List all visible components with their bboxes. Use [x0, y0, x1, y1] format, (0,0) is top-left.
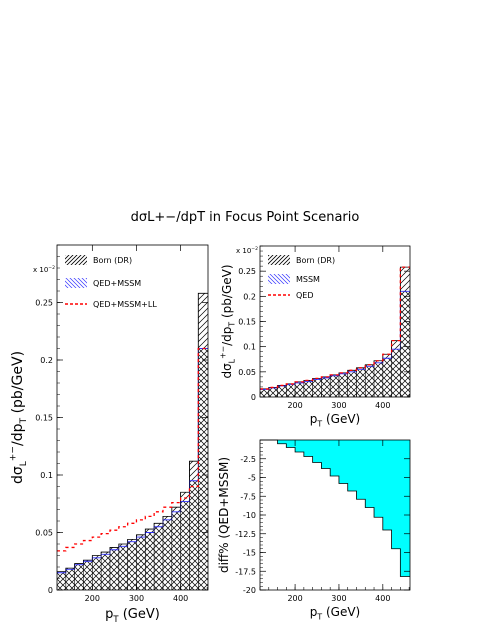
x-tick-label: 200: [287, 594, 302, 603]
cross-hatch: [260, 291, 410, 397]
x-tick-label: 400: [375, 401, 390, 410]
y-tick-label: 0.25: [35, 299, 53, 308]
legend-swatch-mssm: [65, 278, 87, 288]
legend-label: QED+MSSM+LL: [93, 300, 157, 309]
y-tick-label: -7.5: [240, 492, 256, 501]
figure-title: dσL+−/dpT in Focus Point Scenario: [131, 210, 360, 225]
legend-swatch-born: [268, 255, 290, 265]
cross-hatch: [57, 348, 208, 590]
y-tick-label: 0.1: [40, 471, 53, 480]
x-tick-label: 300: [331, 594, 346, 603]
y-tick-label: -12.5: [235, 530, 256, 539]
y-tick-label: 0: [48, 586, 53, 595]
y-axis-label: diff% (QED+MSSM): [217, 457, 231, 573]
y-tick-label: 0: [251, 393, 256, 402]
legend-label: Born (DR): [296, 256, 335, 265]
series3-line: [57, 347, 208, 552]
panel-left: 200 300 400 0 0.05 0.1 0.15 0.2 0.25 x 10−2 pT (Ge…: [9, 244, 209, 624]
x-tick-label: 300: [331, 401, 346, 410]
panel-bottom-right: 200 300 400 -2.5 -5 -7.5 -10 -12.5 -15 -17.5 -20 pT…: [217, 439, 411, 622]
x-axis-label: pT (GeV): [105, 607, 160, 624]
y-tick-label: -10: [243, 511, 256, 520]
y-tick-label: 0.2: [243, 292, 256, 301]
y-tick-label: -20: [243, 586, 256, 595]
y-tick-label: -2.5: [240, 455, 256, 464]
y-tick-label: -17.5: [235, 567, 256, 576]
x-tick-label: 200: [287, 401, 302, 410]
legend-label: QED: [296, 291, 314, 300]
legend-label: MSSM: [296, 275, 320, 284]
legend-label: QED+MSSM: [93, 279, 141, 288]
y-axis-label: dσL+−/dpT (pb/GeV): [219, 264, 237, 378]
x-tick-label: 300: [129, 594, 144, 603]
y-tick-label: 0.15: [238, 318, 256, 327]
y-multiplier: x 10−2: [33, 265, 55, 274]
panel-top-right: 200 300 400 0 0.05 0.1 0.15 0.2 0.25 x 10−2 pT (Ge…: [219, 245, 411, 429]
y-tick-label: -15: [243, 549, 256, 558]
x-axis-label: pT (GeV): [310, 605, 360, 622]
x-tick-label: 200: [85, 594, 100, 603]
y-tick-label: 0.15: [35, 414, 53, 423]
y-axis-label: dσL+−/dpT (pb/GeV): [9, 351, 30, 484]
y-tick-label: 0.05: [35, 529, 53, 538]
x-axis-label: pT (GeV): [310, 412, 360, 429]
legend-swatch-born: [65, 255, 87, 265]
legend-swatch-mssm: [268, 274, 290, 284]
diff-line: [260, 439, 410, 577]
series3-line: [260, 266, 410, 390]
x-tick-label: 400: [375, 594, 390, 603]
y-tick-label: 0.2: [40, 356, 53, 365]
y-tick-label: 0.1: [243, 343, 256, 352]
y-tick-label: 0.05: [238, 368, 256, 377]
diff-fill: [260, 440, 410, 577]
y-tick-label: 0.25: [238, 267, 256, 276]
legend-label: Born (DR): [93, 256, 132, 265]
x-tick-label: 400: [173, 594, 188, 603]
y-tick-label: -5: [248, 474, 256, 483]
y-multiplier: x 10−2: [236, 246, 258, 255]
